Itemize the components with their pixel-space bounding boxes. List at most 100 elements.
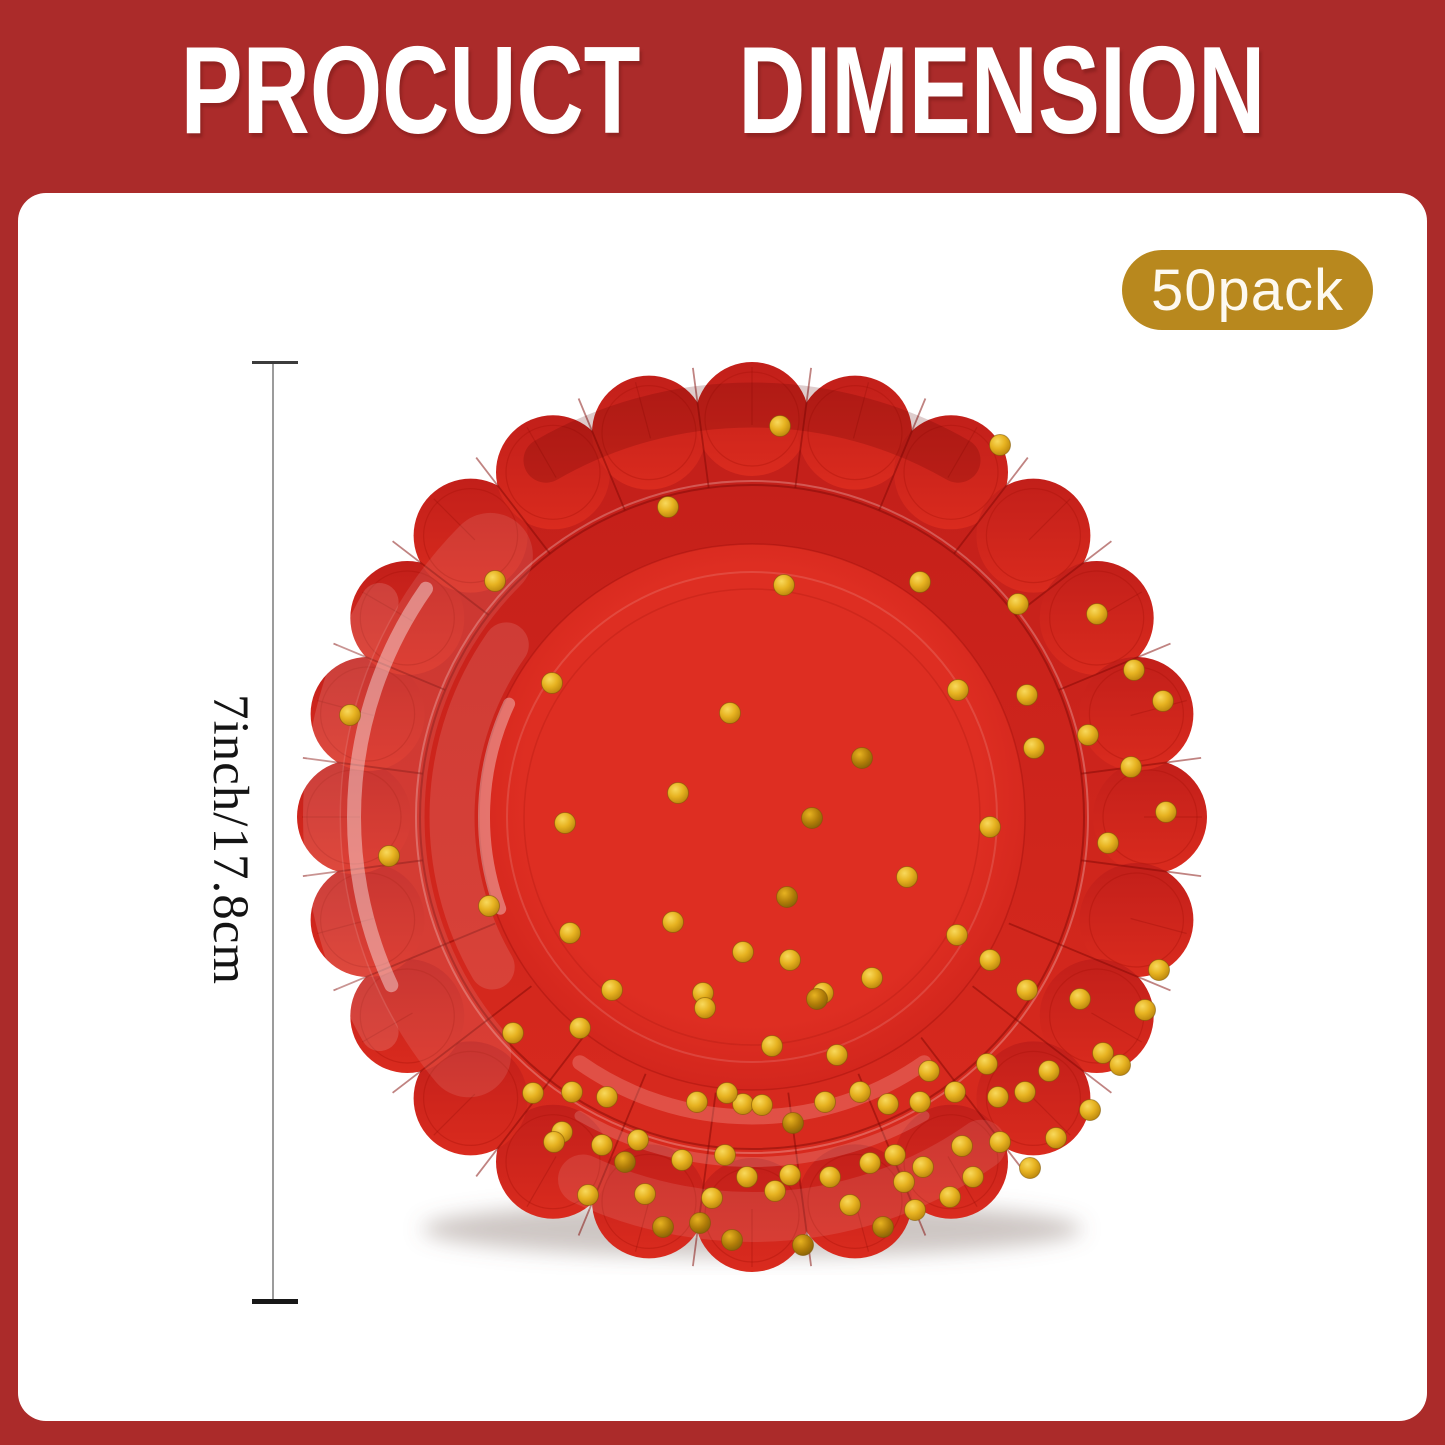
gold-dot bbox=[339, 704, 361, 726]
dimension-label: 7inch/17.8cm bbox=[202, 694, 259, 986]
gold-dot bbox=[1092, 1042, 1114, 1064]
gold-dot bbox=[769, 415, 791, 437]
gold-dot bbox=[614, 1151, 636, 1173]
gold-dot bbox=[1152, 690, 1174, 712]
dimension-tick-top bbox=[252, 361, 298, 364]
gold-dot bbox=[662, 911, 684, 933]
gold-dot bbox=[912, 1156, 934, 1178]
gold-dot bbox=[484, 570, 506, 592]
gold-dot bbox=[851, 747, 873, 769]
gold-dot bbox=[792, 1234, 814, 1256]
gold-dot bbox=[671, 1149, 693, 1171]
gold-dot bbox=[559, 922, 581, 944]
gold-dot bbox=[826, 1044, 848, 1066]
gold-dot bbox=[1016, 684, 1038, 706]
gold-dot bbox=[909, 1091, 931, 1113]
gold-dot bbox=[1109, 1054, 1131, 1076]
gold-dot bbox=[849, 1081, 871, 1103]
gold-dot bbox=[751, 1094, 773, 1116]
gold-dot bbox=[962, 1166, 984, 1188]
gold-dot bbox=[1038, 1060, 1060, 1082]
gold-dot bbox=[976, 1053, 998, 1075]
gold-dot bbox=[782, 1112, 804, 1134]
gold-dot bbox=[667, 782, 689, 804]
gold-dot bbox=[896, 866, 918, 888]
gold-dot bbox=[989, 1131, 1011, 1153]
gold-dot bbox=[1148, 959, 1170, 981]
gold-dot bbox=[1016, 979, 1038, 1001]
gold-dot bbox=[1120, 756, 1142, 778]
gold-dot bbox=[939, 1186, 961, 1208]
gold-dot bbox=[1086, 603, 1108, 625]
gold-dot bbox=[569, 1017, 591, 1039]
gold-dot bbox=[944, 1081, 966, 1103]
pack-count-badge: 50pack bbox=[1122, 250, 1373, 330]
gold-dot bbox=[652, 1216, 674, 1238]
gold-dot bbox=[1045, 1127, 1067, 1149]
gold-dot bbox=[779, 1164, 801, 1186]
gold-dot bbox=[918, 1060, 940, 1082]
gold-dot bbox=[946, 924, 968, 946]
gold-dot bbox=[378, 845, 400, 867]
page-title: PROCUCT DIMENSION bbox=[180, 22, 1266, 160]
gold-dot bbox=[872, 1216, 894, 1238]
gold-dot bbox=[779, 949, 801, 971]
gold-dot bbox=[694, 997, 716, 1019]
dimension-tick-bottom bbox=[252, 1299, 298, 1304]
gold-dot bbox=[686, 1091, 708, 1113]
gold-dot bbox=[541, 672, 563, 694]
gold-dot bbox=[989, 434, 1011, 456]
gold-dot bbox=[627, 1129, 649, 1151]
gold-dot bbox=[761, 1035, 783, 1057]
gold-dot bbox=[904, 1199, 926, 1221]
gold-dot bbox=[861, 967, 883, 989]
gold-dot bbox=[1077, 724, 1099, 746]
gold-dot bbox=[877, 1093, 899, 1115]
gold-dot bbox=[732, 941, 754, 963]
gold-dot bbox=[543, 1131, 565, 1153]
gold-dot bbox=[979, 949, 1001, 971]
gold-dot bbox=[839, 1194, 861, 1216]
gold-dot bbox=[601, 979, 623, 1001]
gold-dot bbox=[736, 1166, 758, 1188]
gold-dot bbox=[721, 1229, 743, 1251]
gold-dot bbox=[801, 807, 823, 829]
gold-dot bbox=[1023, 737, 1045, 759]
gold-dot bbox=[819, 1166, 841, 1188]
gold-dot bbox=[634, 1183, 656, 1205]
gold-dot bbox=[478, 895, 500, 917]
gold-dot bbox=[591, 1134, 613, 1156]
plate-illustration bbox=[297, 362, 1207, 1272]
gold-dot bbox=[719, 702, 741, 724]
gold-dot bbox=[951, 1135, 973, 1157]
gold-dot bbox=[701, 1187, 723, 1209]
gold-dot bbox=[1019, 1157, 1041, 1179]
gold-dot bbox=[1079, 1099, 1101, 1121]
dimension-line bbox=[272, 363, 274, 1303]
gold-dot bbox=[522, 1082, 544, 1104]
gold-dot bbox=[776, 886, 798, 908]
gold-dot bbox=[1007, 593, 1029, 615]
gold-dot bbox=[1123, 659, 1145, 681]
gold-dot bbox=[714, 1144, 736, 1166]
gold-dot bbox=[577, 1184, 599, 1206]
gold-dot bbox=[657, 496, 679, 518]
gold-dot bbox=[596, 1086, 618, 1108]
gold-dot bbox=[773, 574, 795, 596]
gold-dot bbox=[716, 1082, 738, 1104]
gold-dot bbox=[979, 816, 1001, 838]
gold-dot bbox=[1069, 988, 1091, 1010]
gold-dot bbox=[502, 1022, 524, 1044]
gold-dot bbox=[689, 1212, 711, 1234]
gold-dot bbox=[947, 679, 969, 701]
gold-dot bbox=[814, 1091, 836, 1113]
gold-dot bbox=[561, 1081, 583, 1103]
gold-dot bbox=[554, 812, 576, 834]
gold-dot bbox=[909, 571, 931, 593]
gold-dot bbox=[1134, 999, 1156, 1021]
gold-dot bbox=[1097, 832, 1119, 854]
gold-dot bbox=[884, 1144, 906, 1166]
gold-dot bbox=[859, 1152, 881, 1174]
gold-dot bbox=[1155, 801, 1177, 823]
